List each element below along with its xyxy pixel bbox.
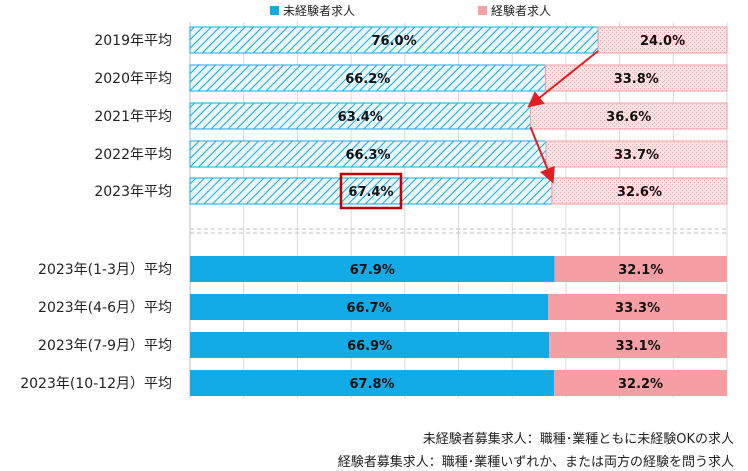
- bar-inexperienced: [189, 177, 553, 205]
- category-label: 2023年平均: [94, 184, 172, 200]
- category-label: 2019年平均: [94, 33, 172, 49]
- footnote-inexperienced-definition: 未経験者募集求人：職種･業種ともに未経験OKの求人: [422, 432, 734, 447]
- data-label-inexperienced: 67.8%: [349, 377, 394, 392]
- data-label-experienced: 32.6%: [617, 185, 662, 200]
- category-label: 2023年(10-12月）平均: [20, 376, 172, 392]
- legend-label: 未経験者求人: [283, 3, 355, 18]
- bar-inexperienced: [190, 332, 550, 358]
- footnote-experienced-definition: 経験者募集求人：職種･業種いずれか、または両方の経験を問う求人: [337, 455, 734, 470]
- bar-experienced: [554, 256, 727, 282]
- category-label: 2020年平均: [94, 71, 172, 87]
- legend-swatch: [270, 6, 279, 15]
- data-label-inexperienced: 67.9%: [350, 263, 395, 278]
- trend-arrow: [527, 50, 599, 108]
- trend-arrow: [529, 126, 555, 184]
- bar-inexperienced: [190, 256, 555, 282]
- stacked-bar-chart: 2019年平均 76.0% 24.0% 2020年平均 66.2% 33.8% 2021年平…: [20, 3, 728, 398]
- bar-experienced: [549, 332, 727, 358]
- data-label-inexperienced: 66.9%: [347, 339, 392, 354]
- data-label-inexperienced: 76.0%: [372, 34, 417, 49]
- bar-inexperienced: [189, 64, 546, 92]
- bar-experienced: [597, 26, 728, 54]
- bar-experienced: [545, 140, 728, 168]
- data-label-inexperienced: 66.7%: [347, 301, 392, 316]
- data-label-inexperienced: 66.3%: [345, 148, 390, 163]
- data-label-experienced: 32.1%: [618, 263, 663, 278]
- data-label-inexperienced: 67.4%: [348, 185, 393, 200]
- data-label-experienced: 33.7%: [614, 148, 659, 163]
- data-label-experienced: 36.6%: [606, 110, 651, 125]
- data-label-experienced: 33.3%: [615, 301, 660, 316]
- bar-inexperienced: [190, 370, 555, 396]
- data-label-inexperienced: 63.4%: [338, 110, 383, 125]
- legend-label: 経験者求人: [491, 3, 551, 18]
- highlight-box: [339, 172, 403, 210]
- category-label: 2023年(1-3月）平均: [38, 262, 172, 278]
- bar-experienced: [548, 294, 727, 320]
- data-label-experienced: 33.8%: [614, 72, 659, 87]
- bar-experienced: [551, 177, 728, 205]
- bar-inexperienced: [189, 140, 547, 168]
- category-label: 2023年(7-9月）平均: [38, 338, 172, 354]
- data-label-experienced: 32.2%: [618, 377, 663, 392]
- legend-swatch: [478, 6, 487, 15]
- bar-experienced: [554, 370, 727, 396]
- bar-inexperienced: [190, 294, 549, 320]
- data-label-experienced: 33.1%: [616, 339, 661, 354]
- data-label-experienced: 24.0%: [640, 34, 685, 49]
- category-label: 2022年平均: [94, 147, 172, 163]
- bar-experienced: [529, 102, 728, 130]
- category-label: 2023年(4-6月）平均: [38, 300, 172, 316]
- data-label-inexperienced: 66.2%: [345, 72, 390, 87]
- category-label: 2021年平均: [94, 109, 172, 125]
- bar-inexperienced: [189, 26, 599, 54]
